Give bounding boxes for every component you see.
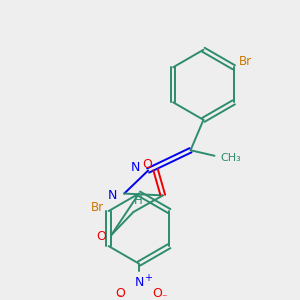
Text: N: N bbox=[130, 161, 140, 174]
Text: ⁻: ⁻ bbox=[116, 294, 122, 300]
Text: N: N bbox=[107, 189, 117, 202]
Text: O: O bbox=[152, 286, 162, 300]
Text: O: O bbox=[142, 158, 152, 171]
Text: H: H bbox=[134, 194, 142, 207]
Text: O: O bbox=[96, 230, 106, 243]
Text: CH₃: CH₃ bbox=[220, 153, 241, 163]
Text: +: + bbox=[145, 273, 152, 284]
Text: Br: Br bbox=[238, 55, 251, 68]
Text: Br: Br bbox=[91, 201, 104, 214]
Text: ⁻: ⁻ bbox=[161, 294, 167, 300]
Text: N: N bbox=[134, 276, 144, 289]
Text: O: O bbox=[116, 286, 125, 300]
